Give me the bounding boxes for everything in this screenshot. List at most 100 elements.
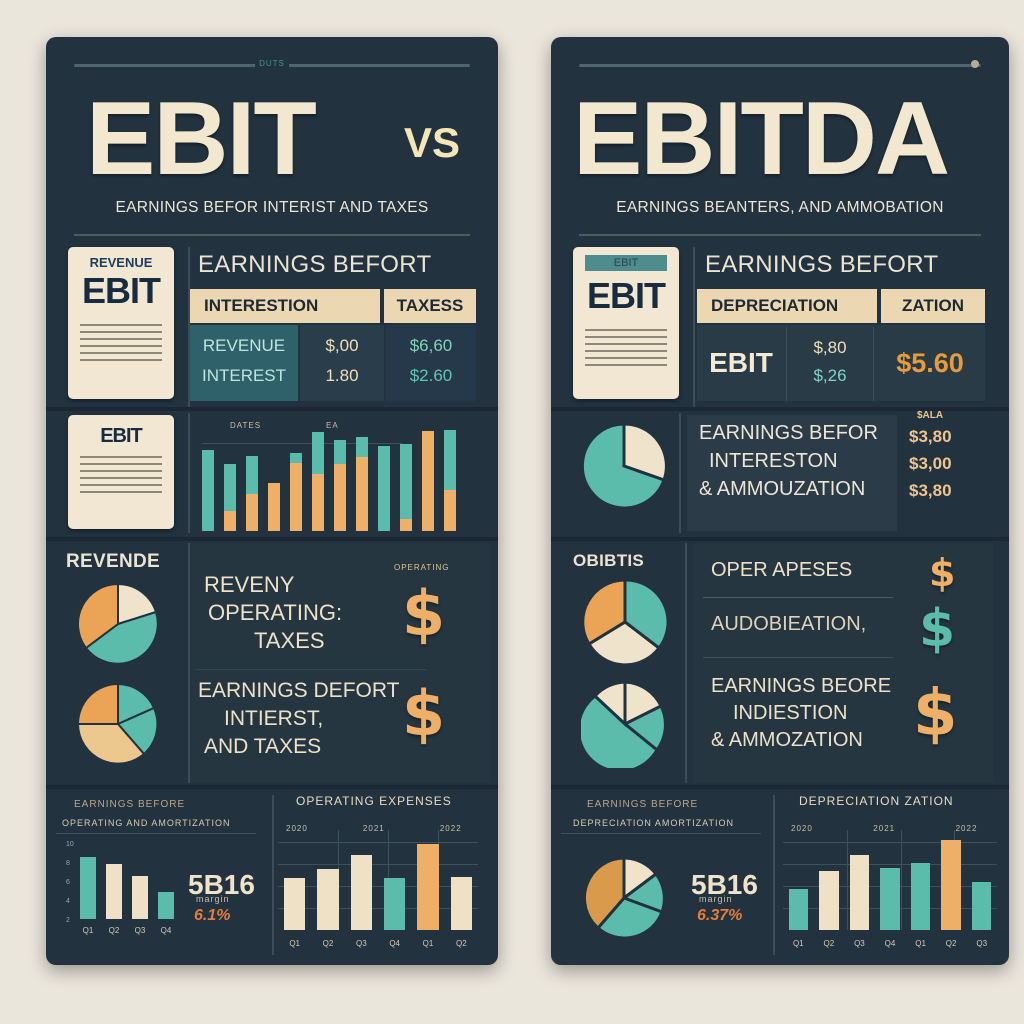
divider: [74, 234, 470, 236]
chart-title: EARNINGS BEFORE: [74, 799, 186, 810]
text-block: EARNINGS DEFORT INTIERST, AND TAXES: [198, 679, 400, 758]
column-label: 2020: [791, 824, 813, 833]
stat-caption: margin: [196, 894, 230, 904]
bar: [910, 863, 931, 930]
y-tick: 4: [66, 898, 70, 905]
x-tick: Q2: [455, 939, 467, 948]
y-tick: 2: [66, 917, 70, 924]
table-value-cell: [386, 325, 476, 401]
dollar-icon: $: [919, 599, 956, 659]
ebit-title: EBIT: [86, 81, 317, 197]
column-label: 2022: [955, 824, 978, 833]
table-label-cell: [190, 325, 298, 401]
gridline: [900, 830, 902, 930]
x-tick: Q2: [108, 926, 120, 935]
bar: [819, 870, 839, 930]
gridline: [278, 842, 478, 843]
bar: [417, 843, 439, 930]
chart-subtitle: DEPRECIATION AMORTIZATION: [573, 818, 735, 828]
text-block: OPER APESES: [711, 559, 853, 581]
bar: [246, 494, 258, 531]
gridline: [847, 830, 849, 930]
divider: [272, 795, 274, 955]
bar: [350, 855, 372, 930]
ebit-document-card: REVENUE EBIT: [68, 247, 174, 399]
bar: [422, 431, 434, 531]
stat-percent: 6.1%: [194, 907, 231, 924]
bar: [312, 474, 324, 531]
summary-box: [190, 543, 490, 783]
bottom-left-bar-chart: Q1 Q2 Q3 Q4 10 8 6 4 2: [66, 837, 196, 937]
depreciation-bar-chart: 2020 2021 2022 Q1 Q2 Q3 Q4 Q1 Q2 Q3: [783, 812, 997, 950]
row-value-highlight: $5.60: [896, 347, 964, 378]
pie-chart-icon: [580, 422, 668, 510]
bar: [971, 882, 992, 930]
bar: [246, 456, 258, 494]
row-value: $,80: [813, 338, 847, 357]
divider: [579, 234, 981, 236]
bar: [880, 867, 900, 930]
bar: [444, 490, 456, 531]
dollar-icon: $: [913, 677, 958, 751]
stat-value: 5B16: [691, 869, 758, 900]
table-value-cell: [300, 325, 384, 401]
gridline: [278, 886, 478, 887]
bar: [356, 437, 368, 457]
bar: [268, 483, 280, 531]
bar: [106, 864, 122, 919]
x-tick: Q4: [389, 939, 400, 948]
bar: [849, 855, 870, 930]
pie-chart-icon: [582, 856, 666, 940]
bar: [788, 888, 809, 930]
ebit-document-card: EBIT EBIT: [573, 247, 679, 399]
x-tick: Q3: [355, 939, 367, 948]
divider: [188, 247, 190, 407]
pie-chart-icon: [581, 578, 669, 666]
pie-chart-icon: [581, 680, 667, 768]
doc-card-caption: REVENUE: [89, 255, 153, 270]
bar: [334, 440, 346, 464]
bar: [224, 464, 236, 511]
x-tick: Q2: [823, 939, 835, 948]
chart-title: EARNINGS BEFORE: [587, 799, 699, 810]
pie-heading: REVENDE: [66, 551, 160, 572]
top-rule: [579, 64, 981, 67]
x-tick: Q2: [945, 939, 957, 948]
bar: [444, 430, 456, 490]
x-tick: Q3: [976, 939, 988, 948]
divider: [46, 785, 498, 789]
chart-title: DEPRECIATION ZATION: [799, 794, 954, 808]
doc-card-title: EBIT: [100, 425, 143, 447]
divider: [46, 537, 498, 541]
divider: [188, 413, 190, 533]
x-tick: Q3: [134, 926, 146, 935]
bar: [378, 446, 390, 531]
bar: [334, 464, 346, 531]
bar: [450, 876, 472, 930]
value-list: $ALA $3,80 $3,00 $3,80: [909, 410, 952, 500]
table-header-2: ZATION: [881, 289, 985, 323]
column-label: 2020: [286, 824, 308, 833]
x-tick: Q4: [160, 926, 172, 935]
y-tick: 8: [66, 860, 70, 867]
bar: [400, 444, 412, 519]
row-label: EBIT: [709, 347, 773, 378]
divider: [188, 543, 190, 783]
x-tick: Q1: [915, 939, 926, 948]
table-header-1: INTERESTION: [190, 289, 380, 323]
vs-label: VS: [404, 119, 461, 166]
gridline: [783, 864, 997, 865]
text-block: EARNINGS BEORE INDIESTION & AMMOZATION: [711, 675, 892, 751]
dot-icon: [971, 60, 979, 68]
divider: [685, 543, 687, 783]
ebit-bar-chart: DATES EA: [192, 415, 482, 533]
divider: [551, 785, 1009, 789]
text-block: REVENY OPERATING: TAXES: [204, 572, 343, 653]
corner-tag: OPERATING: [394, 563, 450, 572]
chart-subtitle: OPERATING AND AMORTIZATION: [62, 818, 231, 828]
bar: [290, 453, 302, 463]
divider: [773, 795, 775, 955]
stat-percent: 6.37%: [697, 907, 743, 924]
row-label: INTEREST: [201, 366, 287, 385]
divider: [679, 413, 681, 533]
